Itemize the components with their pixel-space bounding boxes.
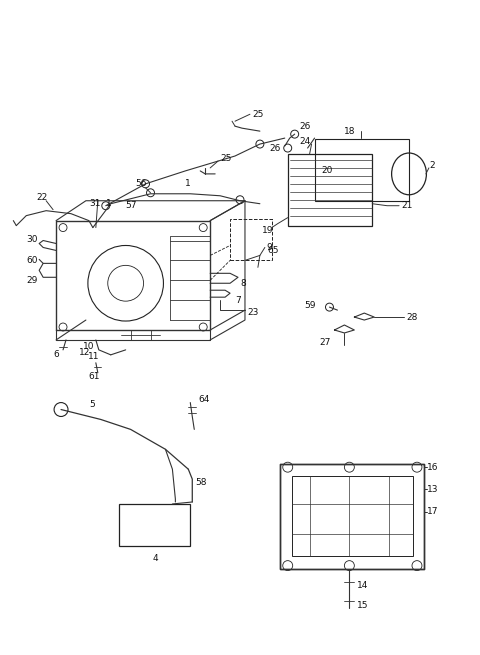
- Text: 22: 22: [36, 193, 48, 202]
- Text: 10: 10: [83, 343, 95, 351]
- Text: 12: 12: [79, 348, 90, 358]
- Text: 20: 20: [322, 166, 333, 176]
- Text: 14: 14: [357, 581, 369, 590]
- Bar: [280, 464, 424, 569]
- Text: 1: 1: [106, 199, 111, 208]
- Text: 1: 1: [185, 179, 191, 189]
- Text: 59: 59: [305, 301, 316, 310]
- Text: 7: 7: [235, 295, 241, 305]
- Text: 6: 6: [53, 350, 59, 360]
- Text: 64: 64: [198, 395, 210, 404]
- Bar: [292, 476, 413, 555]
- Text: 16: 16: [427, 462, 438, 472]
- Bar: [288, 154, 372, 225]
- Text: 61: 61: [88, 372, 99, 381]
- Bar: [230, 219, 272, 261]
- Text: 4: 4: [153, 554, 158, 563]
- Text: 26: 26: [270, 143, 281, 153]
- Bar: [314, 139, 409, 200]
- Text: 29: 29: [26, 276, 37, 285]
- Text: 28: 28: [406, 312, 418, 322]
- Text: 23: 23: [247, 308, 258, 316]
- Text: 15: 15: [357, 601, 369, 610]
- Text: 18: 18: [344, 126, 356, 136]
- Text: 24: 24: [300, 137, 311, 145]
- Text: 5: 5: [89, 400, 95, 409]
- Text: 25: 25: [220, 155, 231, 164]
- Text: 17: 17: [427, 508, 438, 516]
- Text: 19: 19: [262, 226, 274, 235]
- Text: 56: 56: [136, 179, 147, 189]
- Text: 13: 13: [427, 485, 438, 494]
- Text: 57: 57: [126, 201, 137, 210]
- Text: 8: 8: [240, 279, 246, 288]
- Bar: [119, 504, 190, 546]
- Text: 11: 11: [88, 352, 99, 362]
- Text: 9: 9: [267, 243, 273, 252]
- Text: 26: 26: [300, 122, 311, 130]
- Text: 65: 65: [268, 246, 279, 255]
- Text: 21: 21: [401, 201, 412, 210]
- Text: 2: 2: [429, 161, 434, 170]
- Text: 31: 31: [89, 199, 100, 208]
- Text: 60: 60: [26, 256, 38, 265]
- Text: 27: 27: [320, 339, 331, 347]
- Text: 58: 58: [195, 477, 207, 487]
- Text: 30: 30: [26, 235, 38, 244]
- Text: 25: 25: [252, 110, 264, 119]
